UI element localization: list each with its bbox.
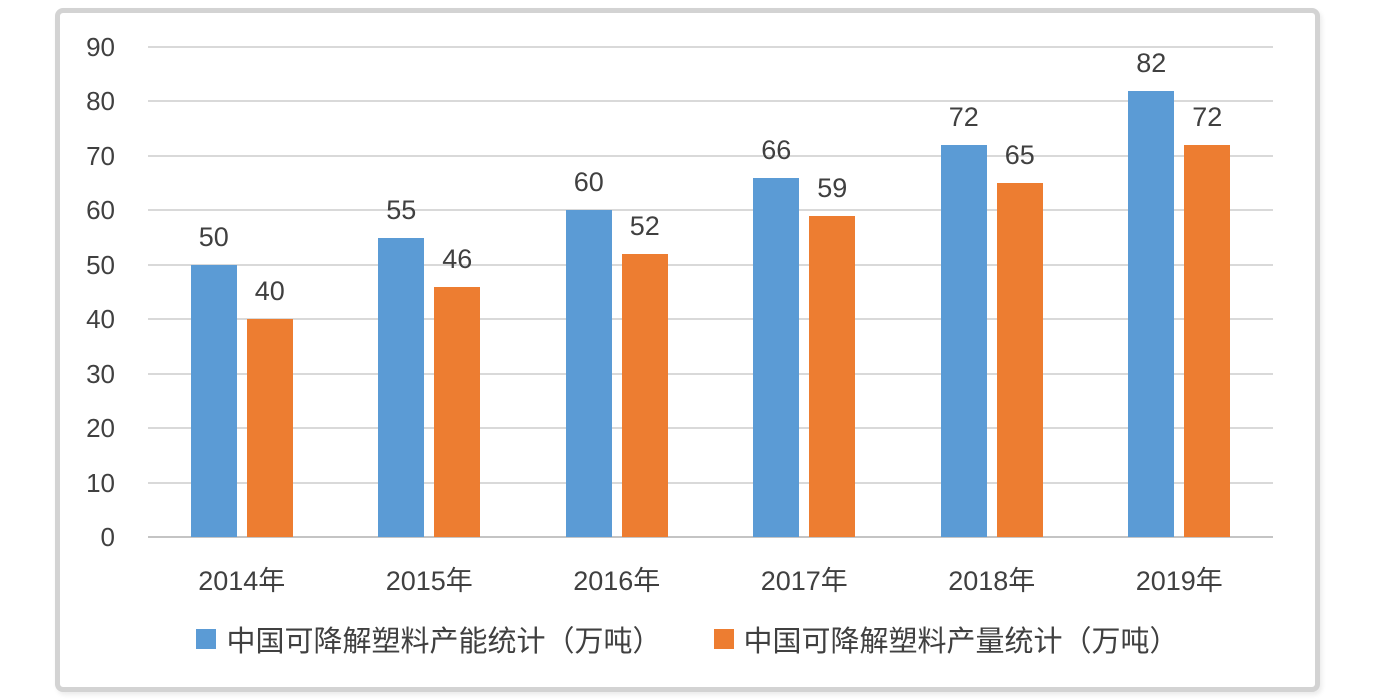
bar-capacity-2019年: 82 [1128,48,1175,537]
bar-capacity-2018年: 72 [940,102,987,537]
gridline [148,209,1273,212]
y-axis-tick-label: 10 [86,467,115,498]
legend-item-capacity: 中国可降解塑料产能统计（万吨） [196,618,662,660]
legend-marker-orange-icon [713,629,734,649]
data-label: 46 [442,243,473,274]
legend-marker-blue-icon [196,629,217,649]
bar-group-2016年: 60 52 2016年 [523,47,711,596]
data-label: 50 [198,221,229,252]
bar-capacity-2014年: 50 [190,222,237,537]
gridline [148,481,1273,484]
data-label: 40 [254,276,285,307]
bar-output-2019年: 72 [1184,102,1231,537]
bar-group-2014年: 50 40 2014年 [148,47,336,596]
data-label: 55 [386,194,417,225]
y-axis-tick-label: 30 [86,358,115,389]
bar-capacity-2016年: 60 [565,167,612,537]
x-axis-line [148,536,1273,538]
data-label: 82 [1136,47,1167,78]
gridline [148,154,1273,157]
data-label: 72 [1192,102,1223,132]
legend: 中国可降解塑料产能统计（万吨） 中国可降解塑料产量统计（万吨） [65,615,1310,663]
gridline [148,318,1273,321]
legend-item-output: 中国可降解塑料产量统计（万吨） [713,618,1179,660]
bar-output-2014年: 40 [246,276,293,537]
bar-capacity-2015年: 55 [378,195,425,537]
gridline [148,372,1273,375]
x-axis-tick-label: 2018年 [948,566,1036,596]
gridline [148,100,1273,103]
y-axis-tick-label: 20 [86,413,115,444]
data-label: 59 [817,172,848,203]
gridline [148,263,1273,266]
x-axis-tick-label: 2015年 [385,566,473,596]
legend-label-capacity: 中国可降解塑料产能统计（万吨） [226,626,662,658]
data-label: 52 [629,210,660,241]
x-axis-tick-label: 2019年 [1135,566,1223,596]
data-label: 60 [573,167,604,198]
x-axis-tick-label: 2017年 [760,566,848,596]
y-axis-tick-label: 60 [86,195,115,226]
data-label: 72 [948,102,979,132]
y-axis-tick-label: 40 [86,304,115,335]
bar-output-2017年: 59 [809,173,856,537]
x-axis-tick-label: 2014年 [198,566,286,596]
y-axis-tick-label: 90 [86,32,115,62]
y-axis-tick-label: 0 [100,522,115,552]
legend-label-output: 中国可降解塑料产量统计（万吨） [743,626,1179,658]
y-axis-tick-label: 80 [86,86,115,117]
gridline [148,427,1273,430]
bar-capacity-2017年: 66 [753,135,800,537]
bar-group-2019年: 82 72 2019年 [1086,47,1274,596]
x-axis-tick-label: 2016年 [573,566,661,596]
bar-group-2018年: 72 65 2018年 [898,47,1086,596]
bar-output-2015年: 46 [434,244,481,537]
y-axis-tick-label: 70 [86,140,115,171]
plot-area: 0 10 20 30 40 50 60 70 80 90 50 40 2014年 55 46 2015年 60 5… [86,32,1274,596]
chart-panel: 0 10 20 30 40 50 60 70 80 90 50 40 2014年 55 46 2015年 60 5… [55,8,1320,692]
y-axis-tick-label: 50 [86,249,115,280]
bar-group-2017年: 66 59 2017年 [711,47,899,596]
bar-output-2018年: 65 [996,140,1043,537]
bar-output-2016年: 52 [621,211,668,537]
gridline [148,46,1273,48]
data-label: 65 [1004,140,1035,171]
bar-group-2015年: 55 46 2015年 [336,47,524,596]
data-label: 66 [761,134,792,165]
